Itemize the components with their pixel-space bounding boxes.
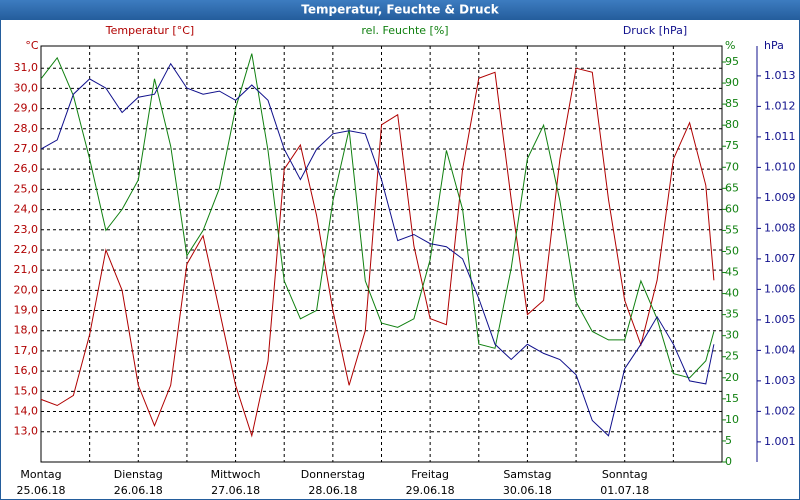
y-tick-label: 26,0 <box>14 162 39 175</box>
y3-tick-label: 1.002 <box>764 404 796 417</box>
y-tick-label: 24,0 <box>14 203 39 216</box>
y-tick-label: 17,0 <box>14 344 39 357</box>
x-tick-label: Dienstag <box>114 468 163 481</box>
y-tick-label: 27,0 <box>14 142 39 155</box>
y3-tick-label: 1.005 <box>764 313 796 326</box>
y2-tick-label: 10 <box>725 413 739 426</box>
y3-tick-label: 1.001 <box>764 435 796 448</box>
x-tick-label: Samstag <box>503 468 551 481</box>
chart-title: Temperatur, Feuchte & Druck <box>301 3 499 17</box>
y2-tick-label: 40 <box>725 287 739 300</box>
y3-tick-label: 1.010 <box>764 160 796 173</box>
x-tick-date: 26.06.18 <box>114 484 163 497</box>
y-tick-label: 20,0 <box>14 283 39 296</box>
y-tick-label: 30,0 <box>14 81 39 94</box>
y2-tick-label: 65 <box>725 181 739 194</box>
y3-tick-label: 1.004 <box>764 343 796 356</box>
y-tick-label: 19,0 <box>14 304 39 317</box>
axis-unit: °C <box>25 39 39 52</box>
legend-entry: Temperatur [°C] <box>105 24 194 37</box>
y2-tick-label: 25 <box>725 350 739 363</box>
y-tick-label: 25,0 <box>14 182 39 195</box>
y3-tick-label: 1.007 <box>764 252 796 265</box>
y-tick-label: 28,0 <box>14 122 39 135</box>
y2-tick-label: 90 <box>725 76 739 89</box>
x-tick-date: 30.06.18 <box>503 484 552 497</box>
y-tick-label: 23,0 <box>14 223 39 236</box>
x-tick-date: 28.06.18 <box>308 484 357 497</box>
y2-tick-label: 45 <box>725 266 739 279</box>
x-tick-date: 01.07.18 <box>600 484 649 497</box>
y-tick-label: 16,0 <box>14 364 39 377</box>
x-tick-label: Donnerstag <box>301 468 365 481</box>
x-tick-label: Montag <box>20 468 61 481</box>
y2-tick-label: 80 <box>725 118 739 131</box>
y2-tick-label: 5 <box>725 434 732 447</box>
y2-tick-label: 20 <box>725 371 739 384</box>
x-tick-date: 29.06.18 <box>406 484 455 497</box>
x-tick-label: Mittwoch <box>211 468 261 481</box>
y3-tick-label: 1.006 <box>764 282 796 295</box>
y3-tick-label: 1.008 <box>764 221 796 234</box>
x-tick-date: 25.06.18 <box>17 484 66 497</box>
y2-tick-label: 55 <box>725 223 739 236</box>
series-line <box>40 67 715 438</box>
y-tick-label: 21,0 <box>14 263 39 276</box>
x-tick-label: Freitag <box>411 468 449 481</box>
axis-unit: hPa <box>764 39 784 52</box>
legend-entry: Druck [hPa] <box>623 24 687 37</box>
y2-tick-label: 50 <box>725 244 739 257</box>
x-tick-date: 27.06.18 <box>211 484 260 497</box>
y2-tick-label: 30 <box>725 329 739 342</box>
y2-tick-label: 0 <box>725 455 732 468</box>
y3-tick-label: 1.009 <box>764 191 796 204</box>
axis-unit: % <box>725 39 735 52</box>
y2-tick-label: 15 <box>725 392 739 405</box>
y-tick-label: 29,0 <box>14 102 39 115</box>
y3-tick-label: 1.012 <box>764 99 796 112</box>
series-line <box>40 62 715 437</box>
plot-area <box>40 45 723 463</box>
y-tick-label: 15,0 <box>14 384 39 397</box>
series-line <box>40 53 715 379</box>
y2-tick-label: 35 <box>725 308 739 321</box>
y-tick-label: 13,0 <box>14 425 39 438</box>
y2-tick-label: 75 <box>725 139 739 152</box>
y3-tick-label: 1.013 <box>764 69 796 82</box>
legend-entry: rel. Feuchte [%] <box>361 24 448 37</box>
y2-tick-label: 85 <box>725 97 739 110</box>
x-tick-label: Sonntag <box>602 468 648 481</box>
y-tick-label: 18,0 <box>14 324 39 337</box>
y-tick-label: 14,0 <box>14 405 39 418</box>
y2-tick-label: 70 <box>725 160 739 173</box>
y3-tick-label: 1.011 <box>764 130 796 143</box>
y-tick-label: 31,0 <box>14 61 39 74</box>
y-tick-label: 22,0 <box>14 243 39 256</box>
y2-tick-label: 95 <box>725 55 739 68</box>
y3-tick-label: 1.003 <box>764 374 796 387</box>
y2-tick-label: 60 <box>725 202 739 215</box>
title-bar <box>0 0 800 20</box>
